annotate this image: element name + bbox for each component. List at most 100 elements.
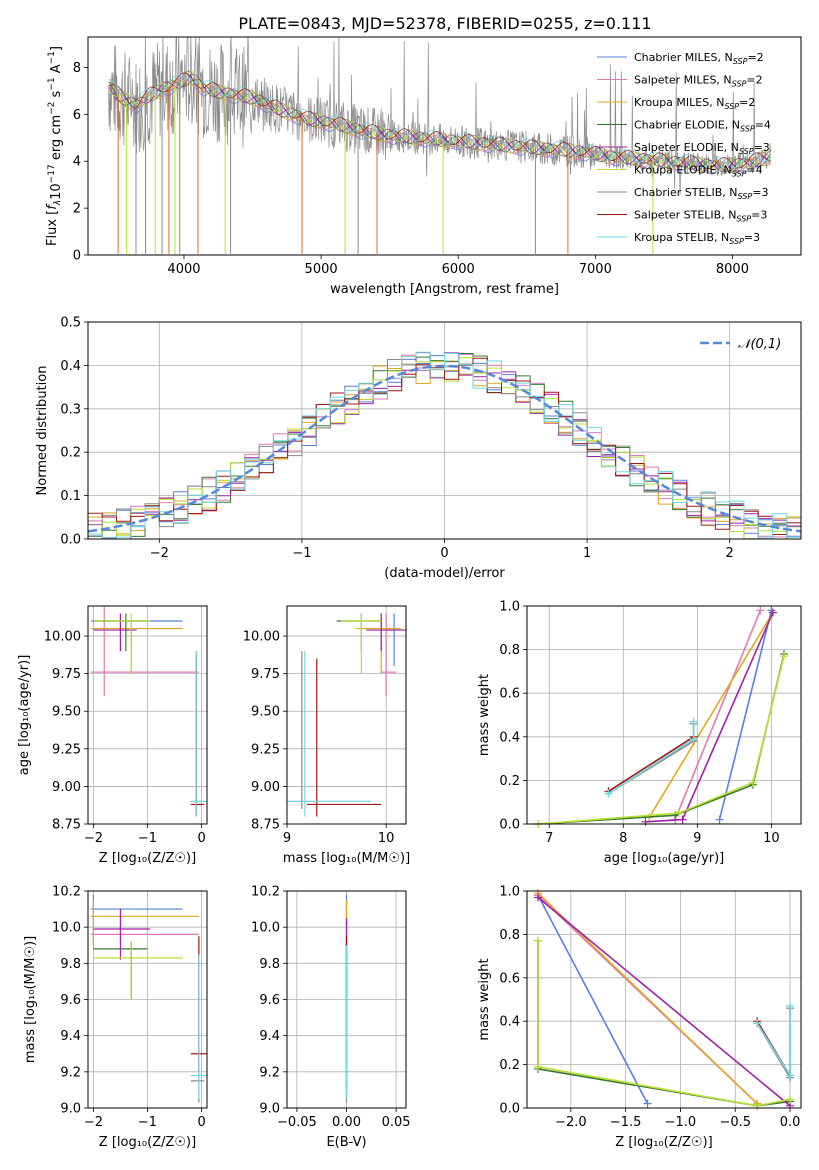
legend-label: Salpeter ELODIE, NSSP=3 <box>634 141 770 156</box>
z-weight-ytick-label: 1.0 <box>499 885 520 900</box>
mass-age-errorbar <box>306 658 382 817</box>
mass-age-ytick-label: 8.75 <box>251 818 280 833</box>
spectrum-ylabel-part: −17 <box>47 164 57 183</box>
z-weight-xtick-label: −0.5 <box>719 1115 751 1130</box>
z-mass-ytick-label: 9.0 <box>60 1102 81 1117</box>
spectrum-xtick-label: 7000 <box>579 262 612 277</box>
age-weight-line <box>718 610 773 820</box>
ebv-mass-ytick-label: 10.2 <box>251 885 280 900</box>
legend-label: Kroupa MILES, NSSP=2 <box>634 96 755 111</box>
z-weight-marker <box>786 1071 795 1080</box>
legend-label: Chabrier MILES, NSSP=2 <box>634 51 764 66</box>
z-age-xtick-label: 0 <box>197 831 205 846</box>
legend-label: Chabrier STELIB, NSSP=3 <box>634 186 768 201</box>
residuals-ytick-label: 0.3 <box>60 402 81 417</box>
z-mass-errorbar <box>90 900 199 949</box>
age-weight-marker <box>779 652 788 661</box>
figure-title: PLATE=0843, MJD=52378, FIBERID=0255, z=0… <box>238 14 651 33</box>
residuals-ytick-label: 0.2 <box>60 446 81 461</box>
legend-label: Chabrier ELODIE, NSSP=4 <box>634 119 771 134</box>
legend-label-count: =3 <box>751 209 767 222</box>
z-mass-ytick-label: 9.6 <box>60 993 81 1008</box>
age-weight-xtick-label: 10 <box>763 831 780 846</box>
z-weight-ytick-label: 0.0 <box>499 1102 520 1117</box>
age-weight-marker <box>641 817 650 826</box>
mass-age-xlabel: mass [log₁₀(M/M☉)] <box>283 851 410 866</box>
z-mass-errorbar <box>93 909 151 960</box>
residuals-ytick-label: 0.5 <box>60 316 81 331</box>
z-weight-axes: −2.0 −1.5 −1.0 −0.5 0.0 0.0 0.2 0.4 0.6 0.8 1.0 Z [… <box>477 885 801 1150</box>
spectrum-xtick-label: 8000 <box>716 262 749 277</box>
ebv-mass-axes: −0.05 0.00 0.05 9.0 9.2 9.4 9.6 9.8 10.0 10.2 E(B-… <box>251 885 411 1151</box>
spectrum-model-line <box>108 74 772 169</box>
residuals-xtick-label: 2 <box>726 546 734 561</box>
spectrum-model-line <box>108 72 771 170</box>
mass-age-ytick-label: 9.00 <box>251 780 280 795</box>
age-weight-ylabel: mass weight <box>477 674 492 756</box>
residuals-ylabel: Normed distribution <box>35 366 50 496</box>
age-weight-marker <box>689 734 698 743</box>
spectrum-ylabel-part: λ <box>53 200 63 206</box>
age-weight-ytick-label: 0.8 <box>499 643 520 658</box>
ebv-mass-frame <box>286 890 407 1109</box>
spectrum-model-line <box>108 74 771 172</box>
z-weight-ylabel: mass weight <box>477 958 492 1040</box>
legend-label-count: =2 <box>746 74 762 87</box>
legend-label-count: =2 <box>739 96 755 109</box>
spectrum-ylabel-part: s <box>49 90 64 101</box>
legend-label-sub: SSP <box>729 237 744 246</box>
z-age-xtick-label: −1 <box>138 831 157 846</box>
z-weight-line <box>537 894 649 1105</box>
z-age-ytick-label: 9.50 <box>52 705 81 720</box>
mass-age-ytick-label: 9.75 <box>251 667 280 682</box>
legend-label-count: =3 <box>754 141 770 154</box>
z-age-errorbar <box>190 651 207 817</box>
spectrum-ylabel-part: Flux [ <box>45 210 60 246</box>
ebv-mass-ytick-label: 10.0 <box>251 921 280 936</box>
residuals-ytick-label: 0.0 <box>60 533 81 548</box>
z-age-xlabel: Z [log₁₀(Z/Z☉)] <box>99 851 196 866</box>
z-weight-marker <box>643 1099 652 1108</box>
z-age-ylabel: age [log₁₀(age/yr)] <box>17 655 32 776</box>
mass-age-ytick-label: 10.00 <box>243 630 280 645</box>
spectrum-ytick-label: 2 <box>73 202 81 217</box>
spectrum-model-line <box>108 79 772 173</box>
spectrum-axes: 4000 5000 6000 7000 8000 0 2 4 6 8 wavelength [Ang… <box>45 46 749 297</box>
spectrum-ytick-label: 6 <box>73 108 81 123</box>
z-age-ytick-label: 9.75 <box>52 667 81 682</box>
age-weight-ytick-label: 1.0 <box>499 600 520 615</box>
z-weight-xlabel: Z [log₁₀(Z/Z☉)] <box>615 1135 712 1150</box>
legend-label-text: Kroupa ELODIE, N <box>634 164 732 177</box>
z-age-ytick-label: 9.25 <box>52 742 81 757</box>
z-mass-errorbar <box>90 894 183 946</box>
age-weight-marker <box>715 815 724 824</box>
spectrum-ylabel-part: −2 <box>47 102 57 115</box>
mass-age-errorbar <box>287 651 372 809</box>
mass-age-ytick-label: 9.50 <box>251 705 280 720</box>
ebv-mass-ytick-label: 9.2 <box>259 1065 280 1080</box>
age-weight-xtick-label: 8 <box>619 831 627 846</box>
spectrum-ytick-label: 0 <box>73 249 81 264</box>
age-weight-ytick-label: 0.0 <box>499 818 520 833</box>
mass-age-errorbar <box>341 613 382 674</box>
z-mass-ytick-label: 9.4 <box>60 1029 81 1044</box>
z-mass-ytick-label: 10.2 <box>52 885 81 900</box>
z-age-errorbar <box>190 651 205 809</box>
z-mass-errorbar <box>190 954 207 1099</box>
age-weight-marker <box>689 717 698 726</box>
legend-label-text: Chabrier MILES, N <box>634 51 733 64</box>
z-mass-ytick-label: 10.0 <box>52 921 81 936</box>
residual-histogram-8 <box>88 351 801 539</box>
spectrum-ylabel-part: erg cm <box>49 115 64 164</box>
legend-label-count: =3 <box>744 231 760 244</box>
z-age-ytick-label: 9.00 <box>52 780 81 795</box>
legend-label-text: Salpeter MILES, N <box>634 74 732 87</box>
z-age-xtick-label: −2 <box>84 831 103 846</box>
legend-label-count: =4 <box>746 164 762 177</box>
spectrum-xlabel: wavelength [Angstrom, rest frame] <box>330 282 559 297</box>
spectrum-ylabel-part: −1 <box>47 51 57 64</box>
age-weight-line <box>674 610 762 820</box>
spectrum-ytick-label: 4 <box>73 155 81 170</box>
z-mass-ylabel: mass [log₁₀(M/M☉)] <box>23 936 38 1063</box>
